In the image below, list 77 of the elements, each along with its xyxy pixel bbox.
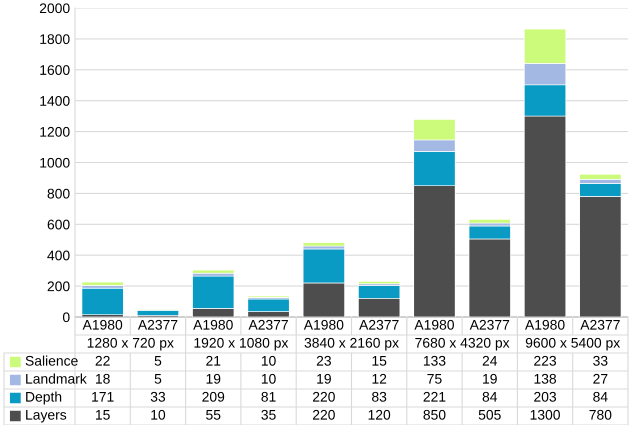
legend-label: Landmark [26, 374, 87, 384]
data-label: 505 [478, 410, 501, 420]
bar [192, 270, 234, 274]
data-label: 75 [427, 374, 442, 384]
data-label: 35 [261, 410, 276, 420]
legend-label: Depth [26, 392, 62, 404]
data-label: 220 [312, 410, 335, 420]
data-label: 5 [154, 356, 162, 366]
y-tick-label: 400 [47, 250, 70, 260]
data-label: 22 [96, 356, 110, 366]
data-label: 133 [424, 356, 446, 366]
data-label: 10 [262, 356, 276, 366]
x-tick-label: A1980 [414, 320, 454, 330]
y-tick-label: 800 [48, 188, 70, 199]
data-label: 209 [202, 392, 224, 402]
bar [302, 242, 345, 246]
data-label: 27 [593, 374, 608, 384]
x-tick-label: A2377 [359, 320, 399, 330]
data-label: 18 [96, 374, 110, 384]
data-label: 223 [534, 356, 556, 366]
data-label: 220 [312, 392, 335, 402]
y-tick-label: 0 [62, 312, 70, 322]
data-label: 19 [206, 374, 220, 384]
data-label: 203 [534, 392, 556, 402]
x-tick-label: A2377 [138, 320, 178, 330]
data-label: 120 [368, 410, 390, 420]
data-label: 23 [316, 356, 331, 366]
data-label: 1300 [530, 410, 560, 420]
x-tick-label: A1980 [193, 320, 233, 330]
data-label: 84 [593, 392, 608, 402]
data-label: 21 [206, 356, 220, 366]
data-label: 83 [372, 392, 386, 402]
data-label: 221 [424, 392, 446, 402]
data-label: 138 [534, 374, 556, 384]
data-label: 55 [206, 410, 220, 420]
data-label: 81 [261, 392, 276, 402]
text: 1920 x 1080 px [194, 338, 288, 350]
data-label: 19 [317, 374, 331, 384]
data-label: 12 [372, 374, 386, 384]
y-tick-label: 200 [48, 281, 70, 292]
x-tick-label: A1980 [304, 320, 344, 330]
y-tick-label: 600 [48, 220, 70, 230]
text: 3840 x 2160 px [304, 338, 399, 350]
y-tick-label: 1200 [40, 126, 70, 137]
data-label: 15 [96, 410, 110, 420]
x-tick-label: A2377 [470, 320, 510, 330]
bar [136, 310, 180, 316]
x-tick-label: A2377 [248, 320, 288, 330]
data-label: 780 [589, 410, 612, 420]
y-tick-label: 1600 [40, 65, 70, 75]
y-tick-label: 1000 [40, 158, 70, 168]
data-label: 33 [593, 356, 608, 366]
data-label: 19 [483, 374, 497, 384]
data-label: 5 [154, 374, 162, 384]
legend-label: Salience [26, 356, 78, 366]
legend-label: Layers [26, 410, 66, 422]
text: 9600 x 5400 px [526, 338, 620, 350]
data-label: 84 [482, 392, 498, 402]
bar [468, 219, 511, 224]
x-tick-label: A1980 [82, 320, 122, 330]
data-label: 850 [423, 410, 446, 420]
y-tick-label: 1800 [40, 34, 70, 44]
data-label: 171 [92, 392, 114, 402]
data-label: 15 [372, 356, 386, 366]
y-tick-label: 1400 [40, 96, 70, 106]
text: 1280 x 720 px [88, 338, 174, 350]
text: 7680 x 4320 px [415, 338, 510, 350]
data-label: 33 [150, 392, 166, 402]
x-tick-label: A1980 [525, 320, 565, 330]
bar [82, 288, 124, 316]
bar [82, 282, 124, 286]
x-tick-label: A2377 [580, 320, 620, 330]
data-label: 24 [482, 356, 498, 366]
data-label: 10 [262, 374, 276, 384]
data-label: 10 [151, 410, 166, 420]
bar [579, 174, 622, 180]
y-tick-label: 2000 [40, 3, 70, 14]
